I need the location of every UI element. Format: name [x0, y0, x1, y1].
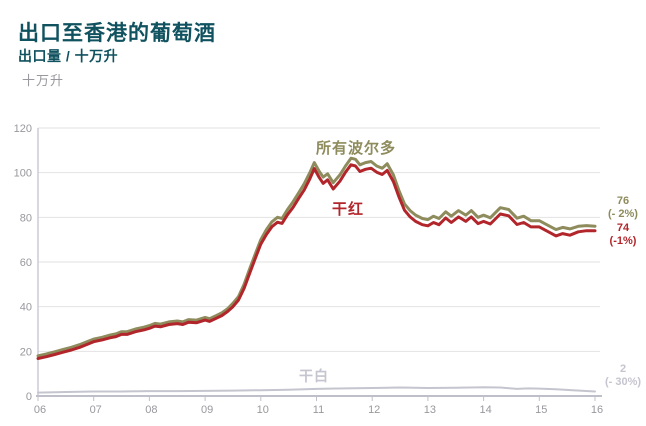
y-tick-label: 40: [20, 302, 32, 314]
y-tick-label: 0: [26, 391, 32, 403]
end-change-bordeaux-total: (- 2%): [608, 208, 638, 220]
x-tick-label: 09: [201, 404, 213, 416]
end-change-dry-white: (- 30%): [604, 376, 642, 388]
end-label-bordeaux-total: 76 (- 2%): [597, 195, 646, 221]
x-tick-label: 06: [34, 404, 46, 416]
page-subtitle: 出口量 / 十万升: [18, 48, 119, 64]
series-label-bordeaux-total: 所有波尔多: [316, 140, 397, 157]
x-tick-label: 13: [424, 404, 436, 416]
x-tick-label: 07: [90, 404, 102, 416]
x-tick-label: 16: [591, 404, 603, 416]
y-tick-label: 80: [20, 212, 32, 224]
end-value-bordeaux-total: 76: [616, 195, 630, 207]
y-tick-label: 20: [20, 346, 32, 358]
y-axis-tick-labels: 0 20 40 60 80 100 120: [14, 123, 32, 403]
x-axis-tick-labels: 06 07 08 09 10 11 12 13 14 15 16: [34, 397, 603, 416]
end-value-dry-white: 2: [619, 363, 627, 375]
series-line-bordeaux-total: [36, 156, 597, 358]
series-line-dry-white: [37, 386, 596, 394]
x-tick-label: 14: [479, 404, 491, 416]
x-tick-label: 15: [535, 404, 547, 416]
page-title: 出口至香港的葡萄酒: [18, 22, 216, 45]
x-tick-label: 10: [257, 404, 269, 416]
x-tick-label: 08: [145, 404, 157, 416]
series-label-dry-white: 干白: [299, 368, 329, 384]
end-label-dry-white: 2 (- 30%): [597, 363, 646, 389]
x-tick-label: 11: [313, 404, 324, 416]
end-change-dry-red: (-1%): [609, 235, 637, 247]
y-tick-label: 60: [20, 257, 32, 269]
x-tick-label: 12: [368, 404, 380, 416]
gridlines: [38, 127, 600, 352]
y-tick-label: 120: [14, 123, 32, 135]
series-line-dry-red: [36, 163, 597, 360]
y-axis-unit-label: 十万升: [22, 73, 65, 88]
end-label-dry-red: 74 (-1%): [597, 222, 646, 248]
y-tick-label: 100: [14, 168, 32, 180]
series-label-dry-red: 干红: [332, 201, 365, 218]
end-value-dry-red: 74: [616, 222, 630, 234]
